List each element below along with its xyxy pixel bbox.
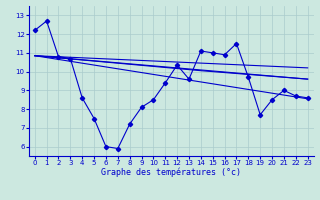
X-axis label: Graphe des températures (°c): Graphe des températures (°c) — [101, 168, 241, 177]
